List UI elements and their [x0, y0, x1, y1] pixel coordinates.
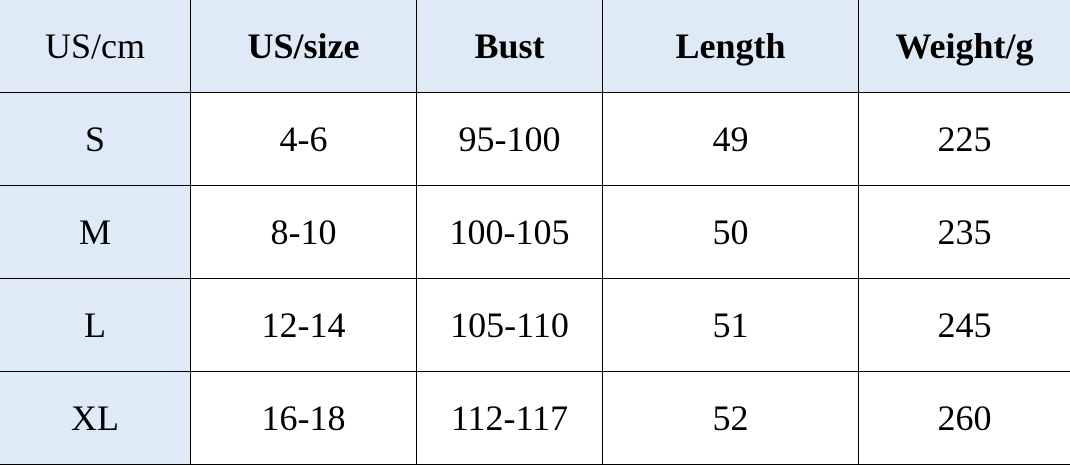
header-weight: Weight/g — [859, 0, 1070, 93]
bust-cell: 112-117 — [417, 372, 603, 465]
size-cell: XL — [0, 372, 191, 465]
header-bust: Bust — [417, 0, 603, 93]
header-us-size: US/size — [191, 0, 417, 93]
weight-cell: 245 — [859, 279, 1070, 372]
table-row: L 12-14 105-110 51 245 — [0, 279, 1070, 372]
bust-cell: 95-100 — [417, 93, 603, 186]
size-cell: L — [0, 279, 191, 372]
us-size-cell: 16-18 — [191, 372, 417, 465]
header-row: US/cm US/size Bust Length Weight/g — [0, 0, 1070, 93]
length-cell: 51 — [603, 279, 859, 372]
size-cell: S — [0, 93, 191, 186]
weight-cell: 225 — [859, 93, 1070, 186]
size-cell: M — [0, 186, 191, 279]
header-length: Length — [603, 0, 859, 93]
table-row: XL 16-18 112-117 52 260 — [0, 372, 1070, 465]
table-row: S 4-6 95-100 49 225 — [0, 93, 1070, 186]
weight-cell: 235 — [859, 186, 1070, 279]
header-us-cm: US/cm — [0, 0, 191, 93]
table-row: M 8-10 100-105 50 235 — [0, 186, 1070, 279]
us-size-cell: 8-10 — [191, 186, 417, 279]
us-size-cell: 12-14 — [191, 279, 417, 372]
length-cell: 52 — [603, 372, 859, 465]
us-size-cell: 4-6 — [191, 93, 417, 186]
bust-cell: 100-105 — [417, 186, 603, 279]
length-cell: 50 — [603, 186, 859, 279]
bust-cell: 105-110 — [417, 279, 603, 372]
length-cell: 49 — [603, 93, 859, 186]
weight-cell: 260 — [859, 372, 1070, 465]
